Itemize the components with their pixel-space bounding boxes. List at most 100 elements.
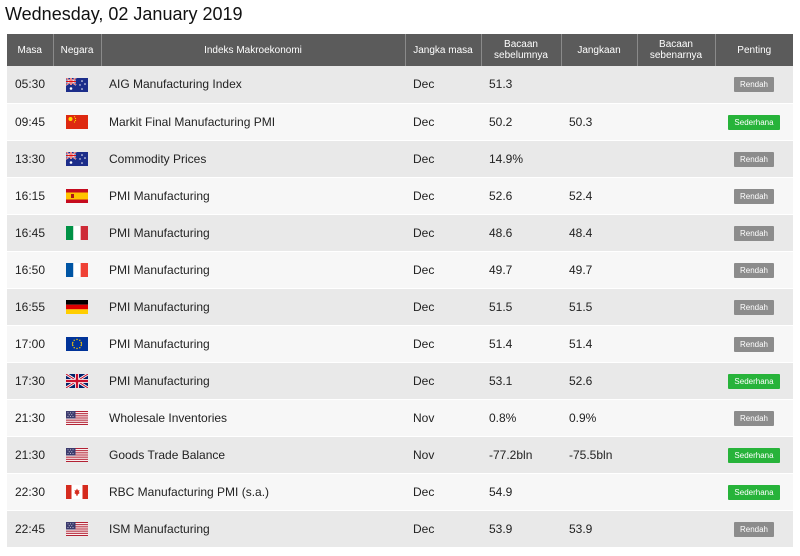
row-time: 17:00 [7, 325, 53, 363]
row-actual [637, 177, 715, 215]
row-previous: -77.2bln [481, 436, 561, 474]
es-flag-icon [66, 188, 88, 203]
row-country-flag [53, 436, 101, 474]
row-time: 21:30 [7, 399, 53, 437]
header-indicator: Indeks Makroekonomi [101, 34, 406, 66]
row-indicator-name: ISM Manufacturing [101, 510, 405, 548]
row-previous: 14.9% [481, 140, 561, 178]
row-importance: Rendah [715, 140, 793, 178]
importance-badge: Rendah [733, 262, 775, 278]
row-actual [637, 325, 715, 363]
table-row: 17:30 PMI Manufacturing Dec 53.1 52.6 Sederha… [7, 362, 793, 400]
row-actual [637, 288, 715, 326]
row-time: 16:45 [7, 214, 53, 252]
row-country-flag [53, 510, 101, 548]
row-period: Dec [405, 103, 481, 141]
row-forecast: 49.7 [561, 251, 637, 289]
fr-flag-icon [66, 262, 88, 277]
row-time: 21:30 [7, 436, 53, 474]
row-country-flag [53, 214, 101, 252]
row-indicator-name: PMI Manufacturing [101, 177, 405, 215]
row-country-flag [53, 140, 101, 178]
importance-badge: Sederhana [728, 373, 780, 389]
row-actual [637, 214, 715, 252]
table-row: 05:30 AIG Manufacturing Index Dec 51.3 Renda… [7, 66, 793, 104]
row-forecast [561, 473, 637, 511]
us-flag-icon [66, 447, 88, 462]
row-forecast: 50.3 [561, 103, 637, 141]
us-flag-icon [66, 521, 88, 536]
row-time: 13:30 [7, 140, 53, 178]
table-row: 16:50 PMI Manufacturing Dec 49.7 49.7 Rendah [7, 251, 793, 289]
row-indicator-name: PMI Manufacturing [101, 214, 405, 252]
row-previous: 49.7 [481, 251, 561, 289]
row-period: Dec [405, 140, 481, 178]
row-period: Dec [405, 288, 481, 326]
row-actual [637, 510, 715, 548]
page-title: Wednesday, 02 January 2019 [5, 4, 243, 24]
ca-flag-icon [66, 484, 88, 499]
row-country-flag [53, 362, 101, 400]
row-forecast: -75.5bln [561, 436, 637, 474]
row-actual [637, 66, 715, 104]
row-forecast: 51.5 [561, 288, 637, 326]
row-actual [637, 473, 715, 511]
row-importance: Rendah [715, 325, 793, 363]
row-period: Dec [405, 251, 481, 289]
header-previous: Bacaan sebelumnya [481, 34, 562, 66]
row-importance: Rendah [715, 510, 793, 548]
importance-badge: Rendah [733, 336, 775, 352]
row-previous: 51.3 [481, 66, 561, 104]
row-time: 09:45 [7, 103, 53, 141]
row-importance: Rendah [715, 288, 793, 326]
row-actual [637, 251, 715, 289]
row-time: 16:55 [7, 288, 53, 326]
row-country-flag [53, 288, 101, 326]
table-row: 09:45 Markit Final Manufacturing PMI Dec 50… [7, 103, 793, 141]
row-period: Dec [405, 214, 481, 252]
importance-badge: Rendah [733, 299, 775, 315]
table-row: 16:55 PMI Manufacturing Dec 51.5 51.5 Rendah [7, 288, 793, 326]
row-actual [637, 140, 715, 178]
header-actual: Bacaan sebenarnya [637, 34, 716, 66]
row-country-flag [53, 66, 101, 104]
row-importance: Rendah [715, 399, 793, 437]
row-period: Dec [405, 177, 481, 215]
row-previous: 51.4 [481, 325, 561, 363]
row-forecast: 52.6 [561, 362, 637, 400]
row-importance: Sederhana [715, 103, 793, 141]
row-forecast [561, 140, 637, 178]
row-previous: 53.1 [481, 362, 561, 400]
row-importance: Sederhana [715, 473, 793, 511]
row-period: Nov [405, 436, 481, 474]
importance-badge: Rendah [733, 225, 775, 241]
row-indicator-name: Goods Trade Balance [101, 436, 405, 474]
header-importance: Penting [715, 34, 793, 66]
row-previous: 53.9 [481, 510, 561, 548]
importance-badge: Rendah [733, 77, 775, 93]
row-importance: Rendah [715, 214, 793, 252]
row-country-flag [53, 325, 101, 363]
row-indicator-name: AIG Manufacturing Index [101, 66, 405, 104]
row-actual [637, 399, 715, 437]
importance-badge: Rendah [733, 188, 775, 204]
row-time: 16:15 [7, 177, 53, 215]
header-forecast: Jangkaan [561, 34, 638, 66]
row-time: 16:50 [7, 251, 53, 289]
row-previous: 48.6 [481, 214, 561, 252]
au-flag-icon [66, 77, 88, 92]
row-indicator-name: PMI Manufacturing [101, 362, 405, 400]
table-header-row: Masa Negara Indeks Makroekonomi Jangka m… [7, 34, 793, 66]
row-period: Dec [405, 510, 481, 548]
row-actual [637, 362, 715, 400]
row-period: Dec [405, 473, 481, 511]
row-time: 17:30 [7, 362, 53, 400]
row-importance: Rendah [715, 177, 793, 215]
row-previous: 0.8% [481, 399, 561, 437]
row-indicator-name: Markit Final Manufacturing PMI [101, 103, 405, 141]
row-indicator-name: Commodity Prices [101, 140, 405, 178]
row-forecast: 51.4 [561, 325, 637, 363]
header-country: Negara [53, 34, 102, 66]
row-previous: 52.6 [481, 177, 561, 215]
row-actual [637, 436, 715, 474]
